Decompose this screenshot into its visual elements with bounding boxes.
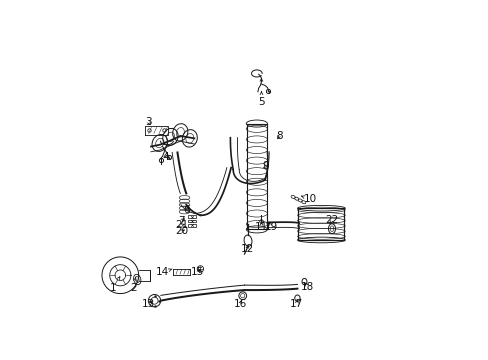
Text: 5: 5 [258, 92, 264, 107]
Text: 14: 14 [156, 267, 172, 278]
Text: 9: 9 [262, 161, 268, 171]
Text: 11: 11 [254, 221, 267, 231]
Text: 18: 18 [300, 282, 313, 292]
Text: 2: 2 [130, 277, 137, 293]
Text: 4: 4 [163, 152, 169, 162]
Text: 19: 19 [264, 221, 277, 231]
Text: 10: 10 [301, 194, 317, 204]
Text: 7: 7 [178, 216, 184, 226]
Text: 1: 1 [110, 277, 120, 293]
Text: 20: 20 [175, 226, 188, 236]
Text: 22: 22 [325, 215, 338, 225]
Text: 16: 16 [233, 299, 246, 309]
Text: 8: 8 [275, 131, 282, 141]
Text: 6: 6 [183, 205, 189, 215]
Text: 17: 17 [289, 299, 303, 309]
Text: 13: 13 [142, 299, 155, 309]
Text: 3: 3 [145, 117, 152, 127]
Text: 21: 21 [175, 220, 188, 230]
Text: 15: 15 [191, 267, 204, 278]
Text: 12: 12 [240, 244, 253, 254]
